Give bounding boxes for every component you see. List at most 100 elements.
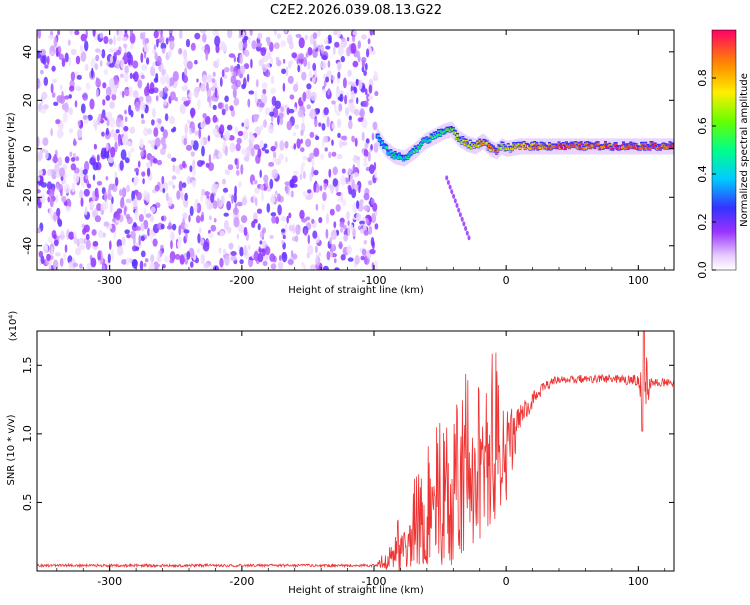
heat-cell: [123, 89, 130, 96]
heat-cell: [280, 216, 287, 222]
heat-cell: [358, 186, 361, 194]
heat-cell: [178, 48, 183, 55]
heat-cell: [214, 87, 218, 98]
heat-cell: [123, 125, 129, 132]
heat-cell: [214, 184, 220, 189]
heat-cell: [120, 149, 127, 161]
heat-cell: [347, 220, 350, 227]
heat-cell: [94, 63, 99, 71]
heat-cell: [275, 216, 279, 225]
heat-cell: [310, 91, 317, 102]
heat-cell: [353, 172, 359, 178]
heat-cell: [359, 108, 365, 118]
heat-cell: [282, 234, 286, 240]
heat-cell: [145, 161, 151, 168]
heat-cell: [194, 32, 201, 40]
heat-cell: [313, 169, 319, 176]
heat-cell: [309, 131, 315, 138]
heat-cell: [84, 160, 90, 172]
heat-cell: [146, 167, 151, 177]
heat-cell: [52, 78, 57, 84]
spectrogram-xlabel: Height of straight line (km): [288, 285, 424, 296]
heat-cell: [57, 30, 61, 36]
heat-cell: [262, 88, 267, 95]
heat-cell: [321, 123, 326, 131]
heat-cell: [115, 129, 120, 134]
heat-cell: [48, 34, 54, 40]
heat-cell: [109, 240, 112, 250]
heat-cell: [101, 131, 105, 137]
heat-cell: [49, 207, 53, 217]
heat-cell: [75, 247, 81, 256]
heat-cell: [262, 248, 266, 257]
heat-cell: [165, 74, 170, 85]
heat-cell: [330, 243, 336, 251]
heat-cell: [359, 220, 365, 225]
heat-cell: [336, 153, 343, 160]
heat-cell: [200, 137, 205, 148]
heat-cell: [361, 66, 365, 73]
heat-cell: [191, 166, 196, 177]
heat-cell: [97, 250, 101, 261]
heat-cell: [263, 174, 269, 184]
heat-cell: [347, 257, 354, 262]
heat-cell: [347, 226, 351, 237]
heat-cell: [349, 224, 354, 232]
heat-cell: [272, 157, 279, 163]
heat-cell: [372, 202, 378, 212]
heat-cell: [329, 237, 333, 245]
x-tick-label: 0: [503, 575, 510, 588]
heat-cell: [269, 111, 275, 117]
heat-cell: [121, 36, 128, 42]
heat-cell: [282, 58, 286, 64]
heat-cell: [256, 42, 263, 48]
heat-cell: [110, 249, 114, 261]
heat-cell: [236, 201, 243, 207]
heat-cell: [183, 229, 190, 234]
heat-cell: [462, 221, 466, 227]
heat-cell: [364, 254, 368, 265]
heat-cell: [251, 135, 256, 143]
heat-cell: [80, 51, 87, 62]
heat-cell: [268, 123, 274, 134]
heat-cell: [300, 138, 303, 144]
heat-cell: [299, 173, 303, 181]
heat-cell: [140, 52, 144, 63]
heat-cell: [339, 93, 344, 103]
heat-cell: [485, 141, 489, 145]
heat-cell: [84, 63, 89, 72]
heat-cell: [280, 106, 284, 113]
heat-cell: [361, 248, 367, 256]
heat-cell: [358, 79, 363, 90]
heat-cell: [116, 36, 122, 42]
heat-cell: [284, 30, 288, 34]
heat-cell: [58, 53, 64, 61]
heat-cell: [174, 165, 181, 174]
heat-cell: [64, 156, 70, 164]
heat-cell: [37, 136, 40, 148]
heat-cell: [63, 95, 70, 100]
heat-cell: [244, 49, 250, 57]
heat-cell: [203, 241, 210, 252]
heat-cell: [55, 119, 61, 125]
heat-cell: [297, 109, 304, 118]
heat-cell: [266, 51, 272, 60]
heat-cell: [584, 143, 587, 146]
heat-cell: [294, 106, 297, 113]
heat-cell: [74, 85, 80, 90]
heat-cell: [108, 63, 115, 68]
heat-cell: [186, 250, 191, 260]
heat-cell: [224, 254, 230, 266]
heat-cell: [126, 234, 131, 239]
heat-cell: [115, 59, 121, 69]
heat-cell: [212, 71, 216, 78]
heat-cell: [224, 67, 230, 73]
heat-cell: [326, 213, 329, 224]
colorbar: 0.0 0.2 0.4 0.6 0.8 Normalized spectral ampl…: [696, 29, 750, 279]
heat-cell: [140, 150, 145, 158]
heat-cell: [184, 192, 188, 201]
heat-cell: [253, 218, 258, 224]
heat-cell: [141, 119, 146, 125]
heat-cell: [190, 139, 194, 146]
heat-cell: [208, 162, 214, 172]
